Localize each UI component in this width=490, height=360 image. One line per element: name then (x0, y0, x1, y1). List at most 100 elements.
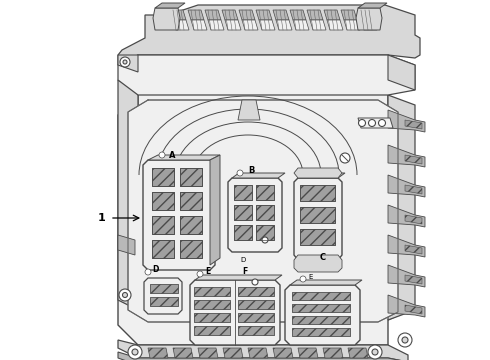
Text: D: D (152, 265, 158, 274)
Text: A: A (169, 150, 175, 159)
Polygon shape (405, 305, 422, 314)
Polygon shape (118, 340, 408, 360)
Polygon shape (348, 348, 368, 358)
Polygon shape (294, 168, 342, 178)
Polygon shape (324, 10, 340, 20)
Polygon shape (232, 173, 285, 178)
Polygon shape (256, 185, 274, 200)
Polygon shape (388, 235, 425, 257)
Polygon shape (194, 313, 230, 322)
Polygon shape (248, 348, 268, 358)
Polygon shape (293, 20, 309, 30)
Polygon shape (118, 235, 135, 255)
Polygon shape (388, 145, 425, 167)
Polygon shape (194, 326, 230, 335)
Polygon shape (238, 100, 260, 120)
Polygon shape (180, 216, 202, 234)
Polygon shape (294, 255, 342, 272)
Polygon shape (256, 205, 274, 220)
Polygon shape (118, 55, 138, 72)
Polygon shape (298, 348, 318, 358)
Polygon shape (388, 265, 425, 287)
Polygon shape (118, 5, 420, 65)
Polygon shape (188, 10, 204, 20)
Polygon shape (292, 304, 350, 312)
Polygon shape (180, 240, 202, 258)
Polygon shape (307, 10, 323, 20)
Circle shape (119, 289, 131, 301)
Circle shape (398, 333, 412, 347)
Polygon shape (290, 280, 362, 285)
Polygon shape (358, 118, 393, 128)
Polygon shape (118, 352, 408, 360)
Polygon shape (155, 3, 185, 8)
Circle shape (368, 120, 375, 126)
Text: F: F (242, 267, 247, 276)
Polygon shape (225, 20, 241, 30)
Polygon shape (173, 348, 193, 358)
Polygon shape (388, 295, 425, 317)
Circle shape (132, 349, 138, 355)
Polygon shape (405, 275, 422, 284)
Polygon shape (198, 348, 218, 358)
Polygon shape (118, 55, 415, 95)
Polygon shape (358, 10, 374, 20)
Text: B: B (248, 166, 254, 175)
Polygon shape (292, 328, 350, 336)
Circle shape (340, 153, 350, 163)
Polygon shape (388, 95, 415, 320)
Polygon shape (405, 245, 422, 254)
Polygon shape (405, 215, 422, 224)
Polygon shape (294, 178, 342, 260)
Polygon shape (239, 10, 255, 20)
Circle shape (300, 276, 306, 282)
Polygon shape (238, 313, 274, 322)
Text: D: D (240, 257, 245, 263)
Text: 1: 1 (97, 213, 105, 223)
Circle shape (159, 152, 165, 158)
Polygon shape (195, 275, 282, 280)
Polygon shape (190, 280, 280, 345)
Polygon shape (152, 168, 174, 186)
Polygon shape (238, 300, 274, 309)
Polygon shape (298, 173, 345, 178)
Polygon shape (238, 326, 274, 335)
Polygon shape (222, 10, 238, 20)
Polygon shape (234, 225, 252, 240)
Polygon shape (388, 55, 415, 90)
Polygon shape (300, 229, 335, 245)
Polygon shape (194, 287, 230, 296)
Polygon shape (234, 185, 252, 200)
Polygon shape (238, 287, 274, 296)
Polygon shape (191, 20, 207, 30)
Circle shape (252, 279, 258, 285)
Polygon shape (180, 192, 202, 210)
Polygon shape (144, 278, 182, 314)
Polygon shape (327, 20, 343, 30)
Polygon shape (358, 3, 387, 8)
Polygon shape (388, 205, 425, 227)
Polygon shape (118, 55, 410, 345)
Polygon shape (344, 20, 360, 30)
Polygon shape (118, 80, 138, 310)
Polygon shape (152, 240, 174, 258)
Polygon shape (150, 284, 178, 293)
Polygon shape (388, 110, 425, 132)
Polygon shape (148, 155, 220, 160)
Polygon shape (292, 292, 350, 300)
Circle shape (402, 337, 408, 343)
Polygon shape (259, 20, 275, 30)
Text: E: E (205, 267, 210, 276)
Circle shape (372, 349, 378, 355)
Polygon shape (194, 300, 230, 309)
Polygon shape (256, 10, 272, 20)
Polygon shape (256, 225, 274, 240)
Polygon shape (276, 20, 292, 30)
Circle shape (359, 120, 366, 126)
Polygon shape (208, 20, 224, 30)
Polygon shape (143, 160, 215, 270)
Polygon shape (405, 155, 422, 164)
Polygon shape (285, 285, 360, 345)
Circle shape (262, 237, 268, 243)
Polygon shape (170, 10, 186, 20)
